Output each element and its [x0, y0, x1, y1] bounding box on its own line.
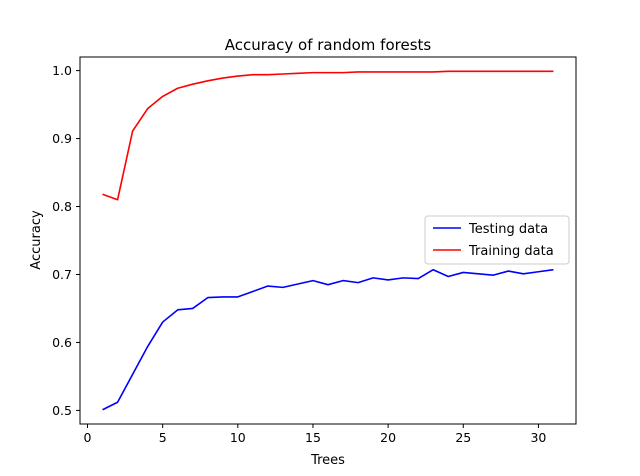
x-tick-label: 15: [305, 430, 321, 445]
series-line-testing-data: [102, 268, 554, 411]
x-tick-label: 30: [530, 430, 546, 445]
y-tick-label: 0.7: [52, 267, 72, 282]
chart-title: Accuracy of random forests: [225, 36, 432, 54]
x-tick-label: 5: [159, 430, 167, 445]
series-line-training-data: [102, 70, 554, 201]
x-tick-label: 0: [84, 430, 92, 445]
legend: Testing data Training data: [424, 215, 570, 265]
y-tick-label: 0.6: [52, 335, 72, 350]
x-axis-ticks: 0 5 10 15 20 25 30: [84, 424, 546, 445]
series-layer: [102, 70, 554, 411]
plot-area-frame: [79, 56, 577, 425]
y-tick-label: 0.5: [52, 403, 72, 418]
y-tick-label: 0.8: [52, 199, 72, 214]
x-tick-label: 20: [380, 430, 396, 445]
y-tick-label: 0.9: [52, 131, 72, 146]
legend-label-testing: Testing data: [468, 222, 548, 237]
x-tick-label: 25: [455, 430, 471, 445]
x-axis-label: Trees: [310, 453, 345, 468]
legend-label-training: Training data: [468, 244, 554, 259]
x-tick-label: 10: [230, 430, 246, 445]
y-axis-ticks: 0.5 0.6 0.7 0.8 0.9 1.0: [52, 63, 80, 418]
y-axis-label: Accuracy: [29, 210, 44, 270]
y-tick-label: 1.0: [52, 63, 72, 78]
